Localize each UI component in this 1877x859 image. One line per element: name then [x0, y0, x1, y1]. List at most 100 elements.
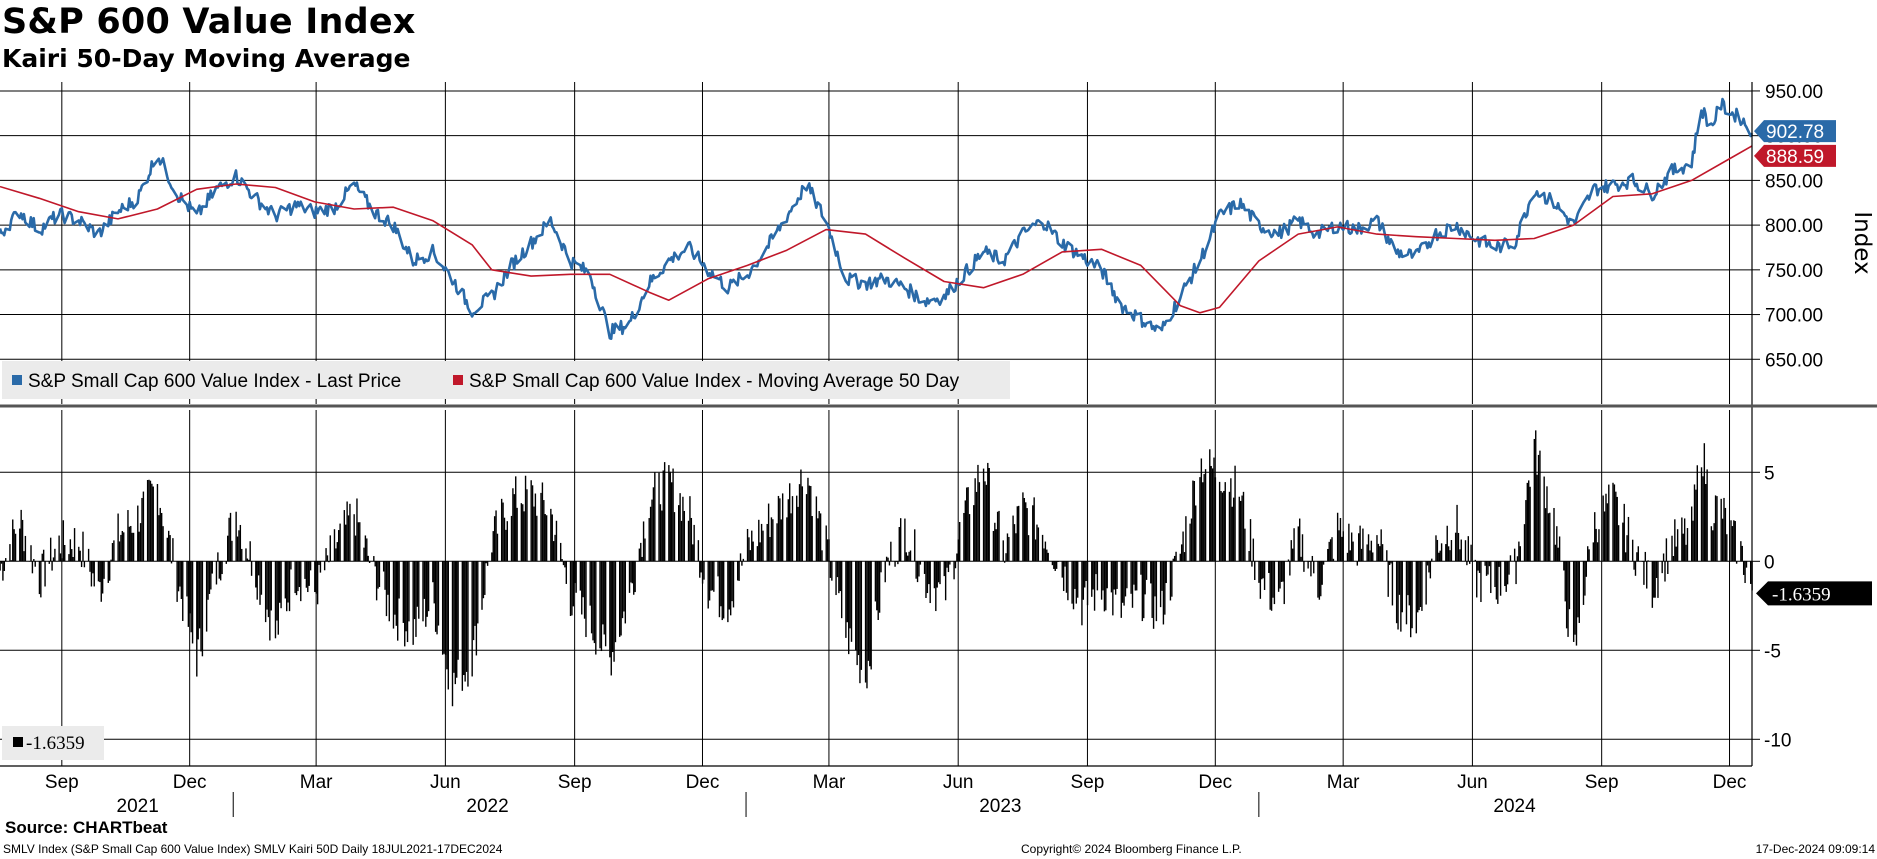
kairi-bar	[87, 548, 90, 562]
kairi-bar	[182, 561, 184, 621]
kairi-bar	[522, 504, 524, 562]
kairi-bar	[1130, 561, 1132, 594]
kairi-bar	[395, 561, 398, 626]
kairi-bar	[10, 560, 13, 562]
kairi-bar	[777, 495, 780, 562]
kairi-bar	[564, 561, 566, 568]
kairi-bar	[404, 561, 406, 647]
kairi-bar	[180, 561, 183, 599]
kairi-bar	[1490, 561, 1492, 594]
kairi-bar	[1692, 520, 1694, 562]
kairi-bar	[415, 561, 417, 637]
kairi-bar	[1193, 481, 1196, 562]
kairi-bar	[1067, 561, 1069, 601]
kairi-bar	[700, 561, 702, 573]
kairi-bar	[141, 497, 143, 562]
kairi-bar	[1431, 558, 1433, 562]
axes	[0, 82, 1877, 767]
copyright-note: Copyright© 2024 Bloomberg Finance L.P.	[1021, 842, 1242, 856]
kairi-bar	[231, 540, 233, 562]
kairi-bar	[611, 561, 614, 653]
kairi-bar	[1321, 561, 1323, 585]
kairi-bar	[3, 561, 6, 571]
kairi-bar	[363, 547, 365, 562]
kairi-bar	[1358, 533, 1360, 562]
kairi-bar	[1634, 561, 1637, 576]
kairi-bar	[791, 496, 794, 562]
kairi-bar	[464, 561, 466, 682]
kairi-bar	[402, 561, 405, 623]
kairi-bar	[1282, 561, 1284, 582]
kairi-bar	[343, 510, 346, 562]
kairi-bar	[346, 501, 348, 562]
kairi-bar	[207, 561, 209, 600]
kairi-bar	[21, 519, 24, 562]
kairi-bar	[672, 468, 674, 562]
kairi-bar	[954, 561, 957, 569]
kairi-bar	[316, 561, 319, 605]
kairi-bar	[798, 484, 801, 562]
kairi-bar	[1211, 468, 1214, 562]
kairi-bar	[235, 511, 237, 562]
kairi-bar	[200, 561, 202, 652]
kairi-bar	[1041, 534, 1044, 562]
kairi-bar	[394, 561, 396, 615]
kairi-bar	[397, 561, 399, 641]
kairi-bar	[1408, 561, 1410, 606]
kairi-bar	[1568, 561, 1571, 610]
kairi-bar	[721, 561, 723, 621]
kairi-bar	[1693, 484, 1696, 562]
kairi-bar	[1175, 551, 1177, 562]
kairi-bar	[574, 561, 576, 584]
kairi-bar	[1003, 561, 1006, 563]
kairi-bar	[318, 561, 320, 565]
kairi-bar	[876, 561, 878, 611]
kairi-bar	[191, 561, 194, 644]
kairi-bar	[382, 561, 385, 572]
kairi-bar	[534, 493, 537, 562]
kairi-bar	[336, 542, 338, 562]
kairi-bar	[1313, 561, 1315, 574]
kairi-bar	[315, 561, 317, 594]
kairi-bar	[1213, 457, 1215, 562]
kairi-bar	[887, 557, 889, 562]
kairi-bar	[1497, 561, 1499, 604]
kairi-bar	[1291, 548, 1294, 562]
kairi-bar	[274, 561, 277, 639]
kairi-bar	[1525, 500, 1527, 562]
kairi-bar	[1346, 552, 1349, 562]
kairi-bar	[1386, 550, 1388, 562]
kairi-bar	[1474, 559, 1477, 562]
kairi-bar	[1544, 508, 1547, 562]
kairi-bar	[885, 556, 888, 562]
kairi-bar	[484, 561, 486, 595]
kairi-bar	[1418, 561, 1420, 611]
kairi-bar	[441, 561, 444, 655]
kairi-bar	[524, 475, 527, 562]
kairi-bar	[845, 561, 847, 638]
kairi-bar	[288, 561, 291, 612]
kairi-bar	[846, 561, 848, 623]
kairi-bar	[1409, 561, 1412, 638]
kairi-bar	[554, 534, 556, 562]
x-month-label-2: Mar	[300, 772, 333, 793]
kairi-bar	[874, 561, 877, 602]
kairi-bar	[569, 561, 572, 617]
kairi-bar	[559, 542, 562, 562]
kairi-bar	[1234, 465, 1236, 562]
kairi-bar	[603, 561, 605, 635]
kairi-bar	[131, 532, 133, 562]
kairi-bar	[1726, 534, 1728, 562]
kairi-bar	[68, 554, 70, 562]
kairi-bar	[1485, 561, 1488, 576]
kairi-bar	[297, 561, 299, 592]
kairi-bar	[1308, 561, 1311, 562]
kairi-bar	[1016, 506, 1018, 562]
kairi-bar	[38, 561, 41, 595]
kairi-bar	[859, 561, 861, 684]
kairi-bar	[1407, 561, 1409, 596]
kairi-bar	[1547, 513, 1550, 562]
kairi-bar	[12, 519, 14, 562]
kairi-bar	[156, 484, 159, 562]
kairi-bars	[0, 430, 1753, 707]
